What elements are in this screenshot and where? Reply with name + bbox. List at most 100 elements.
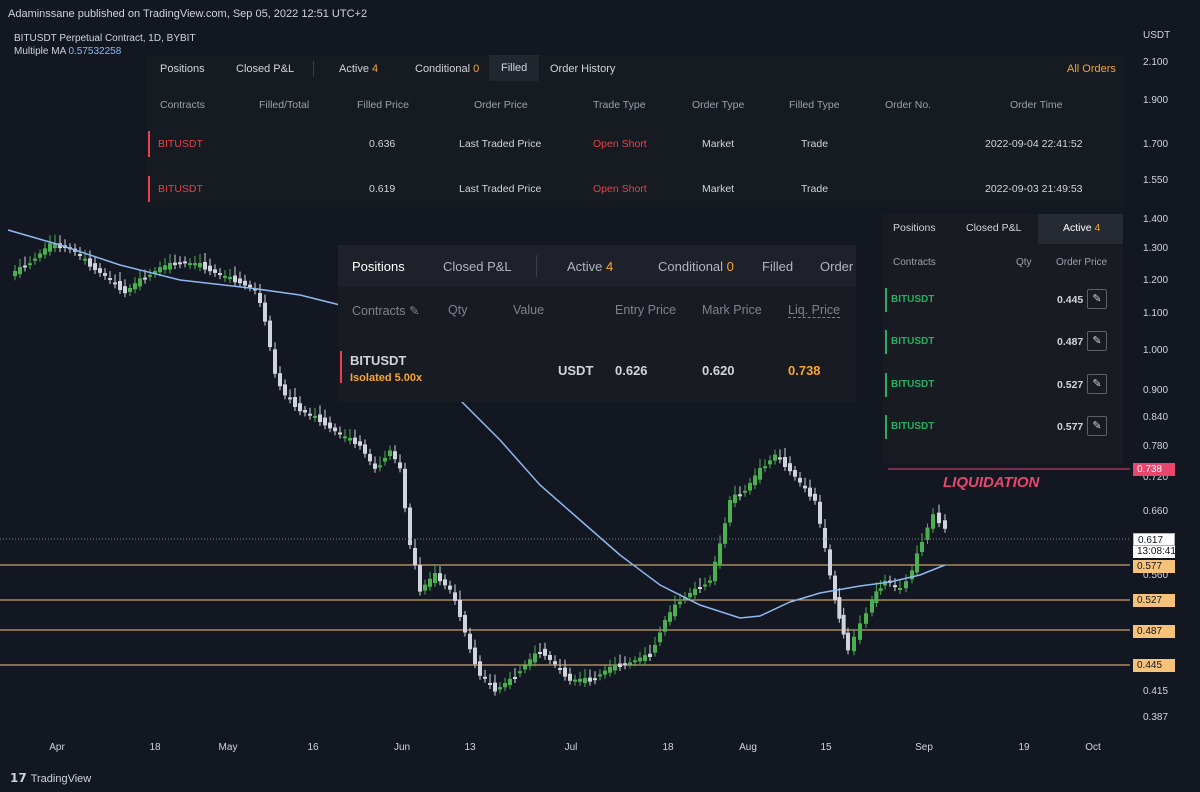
tab-conditional[interactable]: Conditional 0	[658, 259, 734, 274]
candle-body	[408, 507, 412, 545]
edit-icon[interactable]: ✎	[1087, 416, 1107, 436]
candle-body	[708, 580, 712, 583]
active-row-contract[interactable]: BITUSDT	[891, 421, 935, 432]
candle-body	[208, 265, 212, 272]
candle-body	[133, 283, 137, 290]
candle-body	[143, 277, 147, 280]
candle-body	[568, 673, 572, 681]
candle-body	[783, 457, 787, 467]
candle-body	[128, 288, 132, 292]
tab-closed-pnl[interactable]: Closed P&L	[443, 259, 512, 274]
candle-body	[258, 293, 262, 303]
candle-body	[846, 632, 850, 651]
row2-contract[interactable]: BITUSDT	[158, 183, 203, 195]
edit-icon[interactable]: ✎	[1087, 289, 1107, 309]
candle-body	[658, 632, 662, 643]
position-value: USDT	[558, 363, 594, 378]
tab-positions[interactable]: Positions	[352, 259, 405, 274]
tab-order[interactable]: Order	[820, 259, 854, 274]
order-history-panel: Positions Closed P&L Active 4 Conditiona…	[146, 55, 1124, 207]
tab-conditional[interactable]: Conditional 0	[415, 63, 480, 75]
tab-order-history[interactable]: Order History	[550, 63, 616, 75]
candle-body	[183, 261, 187, 264]
row2-filled-price: 0.619	[369, 183, 396, 195]
candle-body	[778, 457, 782, 460]
tab-active[interactable]: Active 4	[1038, 214, 1123, 244]
candle-body	[904, 581, 908, 589]
row1-order-type: Market	[702, 138, 735, 150]
tab-positions[interactable]: Positions	[893, 222, 936, 234]
row1-order-price: Last Traded Price	[459, 138, 542, 150]
candle-body	[383, 457, 387, 462]
candle-body	[373, 463, 377, 469]
col-qty: Qty	[1016, 257, 1032, 268]
candle-body	[758, 468, 762, 480]
candle-body	[103, 273, 107, 276]
y-tick-label: 0.415	[1143, 686, 1169, 697]
candle-body	[443, 579, 447, 586]
row1-contract[interactable]: BITUSDT	[158, 138, 203, 150]
candle-body	[283, 384, 287, 396]
edit-icon[interactable]: ✎	[1087, 374, 1107, 394]
col-order-time: Order Time	[1010, 99, 1063, 111]
tab-closed-pnl[interactable]: Closed P&L	[236, 63, 295, 75]
candle-body	[273, 349, 277, 374]
active-row-contract[interactable]: BITUSDT	[891, 294, 935, 305]
candle-body	[43, 248, 47, 255]
candle-body	[608, 666, 612, 673]
candle-body	[823, 528, 827, 548]
tab-active[interactable]: Active 4	[567, 259, 614, 274]
candle-body	[243, 280, 247, 286]
active-row-contract[interactable]: BITUSDT	[891, 379, 935, 390]
candle-body	[23, 265, 27, 268]
candle-body	[188, 263, 192, 266]
tab-positions[interactable]: Positions	[160, 63, 205, 75]
candle-body	[163, 265, 167, 270]
candle-body	[268, 320, 272, 348]
tab-closed-pnl[interactable]: Closed P&L	[966, 222, 1022, 234]
candle-body	[543, 648, 547, 656]
candle-body	[378, 465, 382, 468]
candle-body	[753, 475, 757, 486]
position-mode[interactable]: Isolated 5.00x	[350, 372, 423, 384]
tab-filled[interactable]: Filled	[762, 259, 794, 274]
col-trade-type: Trade Type	[593, 99, 646, 111]
col-value: Value	[513, 303, 545, 317]
candle-body	[598, 674, 602, 677]
edit-icon[interactable]: ✎	[1087, 331, 1107, 351]
candle-body	[108, 278, 112, 281]
candle-body	[363, 444, 367, 454]
candle-body	[841, 614, 846, 635]
candle-body	[648, 653, 652, 657]
candle-body	[793, 470, 797, 477]
tab-filled[interactable]: Filled	[489, 55, 540, 81]
all-orders-filter[interactable]: All Orders	[1067, 63, 1116, 75]
x-tick-label: May	[218, 742, 238, 753]
liquidation-annotation: LIQUIDATION	[943, 474, 1040, 491]
row1-order-time: 2022-09-04 22:41:52	[985, 138, 1083, 150]
y-tick-label: 0.387	[1143, 712, 1169, 723]
candle-body	[503, 682, 507, 688]
candle-body	[538, 652, 542, 654]
candle-body	[508, 678, 512, 686]
candle-body	[713, 561, 717, 582]
candle-body	[473, 647, 477, 665]
candle-body	[468, 633, 472, 650]
level-label-577: 0.577	[1133, 560, 1175, 573]
position-contract[interactable]: BITUSDT	[350, 353, 407, 368]
active-row-contract[interactable]: BITUSDT	[891, 336, 935, 347]
y-tick-label: 1.700	[1143, 139, 1169, 150]
tab-active[interactable]: Active 4	[339, 63, 379, 75]
candle-body	[328, 422, 332, 429]
tradingview-brand[interactable]: 𝟭𝟳 TradingView	[10, 771, 92, 785]
candle-body	[925, 527, 930, 540]
candle-body	[118, 281, 122, 290]
candle-body	[553, 661, 557, 665]
candle-body	[698, 587, 702, 589]
col-qty: Qty	[448, 303, 468, 317]
symbol-info: BITUSDT Perpetual Contract, 1D, BYBIT Mu…	[14, 32, 196, 58]
candle-body	[453, 592, 457, 601]
candle-body	[173, 262, 177, 266]
candle-body	[93, 263, 97, 270]
